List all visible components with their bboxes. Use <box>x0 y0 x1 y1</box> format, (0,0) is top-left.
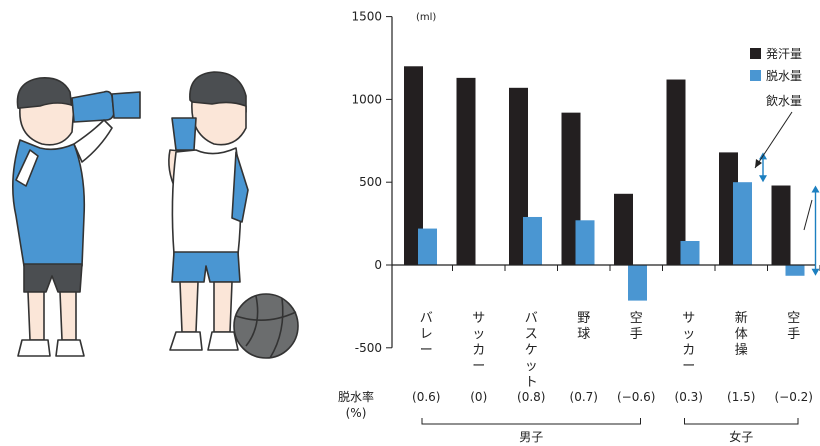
legend-label: 脱水量 <box>766 68 802 83</box>
category-label-char: ス <box>525 327 538 342</box>
y-unit-label: (ml) <box>416 12 436 23</box>
dehydration-rate-unit: (%) <box>346 406 367 420</box>
dehydration-bar <box>680 240 700 265</box>
category-label-char: 野 <box>577 311 590 326</box>
sweat-bar <box>614 193 633 265</box>
category-label-char: 操 <box>735 342 748 358</box>
legend-drink-label: 飲水量 <box>766 93 802 108</box>
dehydration-rate-value: (1.5) <box>727 390 755 404</box>
group-bracket <box>421 418 641 425</box>
category-label-char: ー <box>682 359 695 374</box>
category-label-char: ト <box>525 375 538 390</box>
group-label: 男子 <box>519 430 543 444</box>
category-label-char: ッ <box>682 327 695 342</box>
group-label: 女子 <box>729 429 753 444</box>
category-label-char: カ <box>472 343 485 358</box>
legend-leader-arrowhead <box>755 159 762 168</box>
category-label-char: 空 <box>787 311 800 326</box>
dehydration-bar <box>733 182 752 265</box>
sweat-bar <box>456 77 476 265</box>
category-label-char: サ <box>472 311 485 326</box>
left-boy-figure <box>12 76 141 357</box>
category-label-char: バ <box>420 311 433 326</box>
children-drinking-illustration <box>12 71 299 359</box>
dehydration-rate-value: (0.3) <box>675 390 703 404</box>
dehydration-rate-value: (0.6) <box>412 390 440 404</box>
sweat-bar <box>404 66 423 265</box>
legend-swatch <box>750 48 761 59</box>
sweat-bar <box>666 79 686 265</box>
dehydration-rate-value: (−0.2) <box>774 390 813 404</box>
category-label-char: レ <box>420 327 433 342</box>
dehydration-bar <box>785 265 805 276</box>
right-boy-figure <box>168 71 249 351</box>
category-label-char: ッ <box>472 327 485 342</box>
legend-swatch <box>750 70 761 81</box>
y-tick-label: 1000 <box>351 92 382 106</box>
dehydration-bar <box>575 220 595 265</box>
dehydration-bar <box>418 228 437 265</box>
dehydration-rate-value: (−0.6) <box>617 390 656 404</box>
dehydration-bar <box>523 216 542 265</box>
basketball <box>233 293 299 359</box>
sweat-bar <box>771 185 791 265</box>
legend-label: 発汗量 <box>766 47 802 61</box>
dehydration-rate-value: (0) <box>470 390 487 404</box>
category-label-char: カ <box>682 343 695 358</box>
drink-amount-arrowhead <box>811 185 820 193</box>
category-label-char: サ <box>682 311 695 326</box>
category-label-char: 手 <box>787 327 800 342</box>
category-label-char: 空 <box>630 311 643 326</box>
category-label-char: バ <box>525 311 538 326</box>
drink-amount-arrowhead <box>811 268 820 276</box>
category-label-char: 手 <box>630 327 643 342</box>
legend-leader-line <box>754 111 793 169</box>
dehydration-rate-value: (0.8) <box>517 390 545 404</box>
dehydration-rate-value: (0.7) <box>570 390 598 404</box>
drink-amount-arrowhead <box>759 175 767 183</box>
category-label-char: ッ <box>525 359 538 374</box>
category-label-char: 球 <box>577 327 590 342</box>
category-label-char: ー <box>472 359 485 374</box>
y-tick-label: 1500 <box>351 10 382 24</box>
y-tick-label: 0 <box>374 258 382 272</box>
legend-leader-line <box>803 199 813 231</box>
dehydration-rate-heading: 脱水率 <box>338 389 374 404</box>
dehydration-bar <box>628 265 647 301</box>
category-label-char: 新 <box>735 310 748 326</box>
category-label-char: ー <box>420 343 433 358</box>
group-bracket <box>684 418 799 425</box>
category-label-char: ケ <box>525 343 538 358</box>
y-tick-label: 500 <box>359 175 382 189</box>
category-label-char: 体 <box>735 327 748 342</box>
y-tick-label: -500 <box>355 341 382 355</box>
